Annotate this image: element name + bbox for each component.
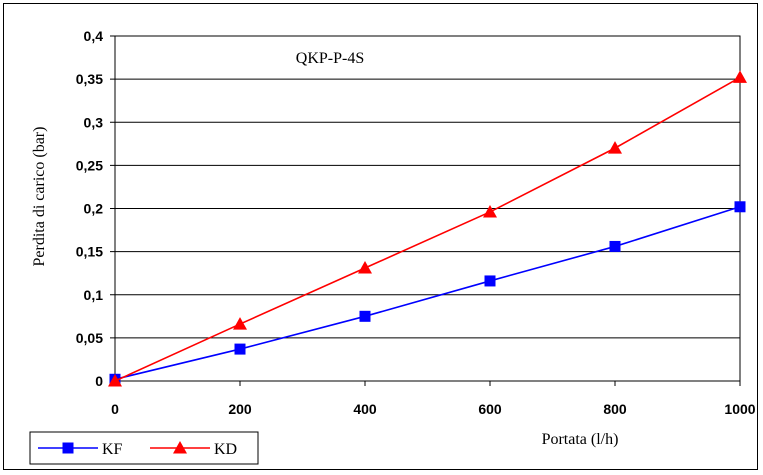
x-tick-label: 0 xyxy=(111,401,119,417)
y-tick-label: 0,2 xyxy=(84,201,104,217)
legend-marker-kd xyxy=(173,441,187,454)
y-tick-label: 0,25 xyxy=(76,157,103,173)
series-kd xyxy=(108,70,747,387)
y-tick-label: 0,05 xyxy=(76,330,103,346)
y-tick-label: 0,3 xyxy=(84,114,104,130)
legend: KF KD xyxy=(29,431,259,465)
data-point-kd xyxy=(483,204,497,218)
series-line-kd xyxy=(114,76,741,382)
data-point-kf xyxy=(359,310,371,322)
grid-lines xyxy=(115,35,740,382)
data-point-kd xyxy=(608,141,622,154)
x-tick-label: 1000 xyxy=(724,401,755,417)
legend-item-kd: KD xyxy=(150,441,237,458)
data-point-kf xyxy=(484,275,496,287)
data-point-kd xyxy=(233,317,247,330)
y-tick-label: 0,1 xyxy=(84,287,104,303)
y-tick-label: 0,15 xyxy=(76,244,103,260)
x-axis-label: Portata (l/h) xyxy=(542,431,619,448)
x-axis-ticks: 0 200 400 600 800 1000 xyxy=(111,381,756,417)
y-tick-label: 0,35 xyxy=(76,71,103,87)
x-tick-label: 400 xyxy=(353,401,377,417)
data-point-kd xyxy=(108,374,122,387)
y-tick-label: 0 xyxy=(95,373,103,389)
data-point-kf xyxy=(609,240,621,252)
data-point-kf xyxy=(234,343,246,355)
chart-frame xyxy=(3,3,758,470)
data-point-kf xyxy=(734,201,746,213)
x-tick-label: 200 xyxy=(228,401,252,417)
y-axis-ticks: 0 0,05 0,1 0,15 0,2 0,25 0,3 0,35 0,4 xyxy=(76,28,115,389)
x-tick-label: 600 xyxy=(478,401,502,417)
legend-label: KD xyxy=(214,441,237,458)
y-tick-label: 0,4 xyxy=(84,28,104,44)
data-point-kd xyxy=(733,70,747,83)
data-point-kd xyxy=(358,261,372,274)
series-layer xyxy=(108,70,747,387)
legend-marker-kf xyxy=(62,442,74,454)
y-axis-label: Perdita di carico (bar) xyxy=(31,127,48,267)
legend-label: KF xyxy=(102,441,123,458)
legend-item-kf: KF xyxy=(38,441,123,458)
chart-title: QKP-P-4S xyxy=(296,50,364,67)
series-line-kf xyxy=(114,206,741,381)
series-kf xyxy=(109,201,746,385)
x-tick-label: 800 xyxy=(603,401,627,417)
